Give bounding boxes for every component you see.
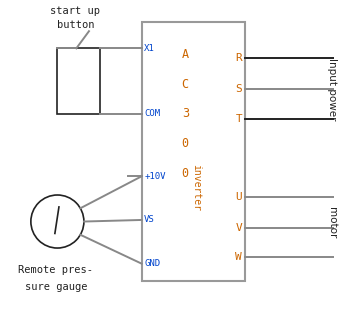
Text: +10V: +10V: [144, 172, 166, 181]
Text: T: T: [235, 114, 242, 124]
Text: C: C: [182, 78, 189, 91]
Text: R: R: [235, 53, 242, 63]
Text: 3: 3: [182, 107, 189, 120]
Text: 0: 0: [182, 137, 189, 150]
Text: button: button: [56, 20, 94, 30]
Bar: [142, 22, 245, 281]
Text: V: V: [235, 223, 242, 233]
Text: W: W: [235, 252, 242, 262]
Text: motor: motor: [327, 207, 337, 239]
Text: VS: VS: [144, 216, 155, 224]
Text: Remote pres-: Remote pres-: [18, 265, 93, 275]
Text: X1: X1: [144, 44, 155, 53]
Text: Input power: Input power: [327, 58, 337, 120]
Text: sure gauge: sure gauge: [24, 282, 87, 292]
Text: U: U: [235, 192, 242, 202]
Text: COM: COM: [144, 110, 160, 118]
Text: start up: start up: [50, 6, 100, 16]
Text: inverter: inverter: [191, 164, 201, 211]
Bar: [58, 48, 99, 114]
Text: GND: GND: [144, 259, 160, 268]
Text: S: S: [235, 84, 242, 94]
Text: A: A: [182, 48, 189, 61]
Text: 0: 0: [182, 167, 189, 180]
